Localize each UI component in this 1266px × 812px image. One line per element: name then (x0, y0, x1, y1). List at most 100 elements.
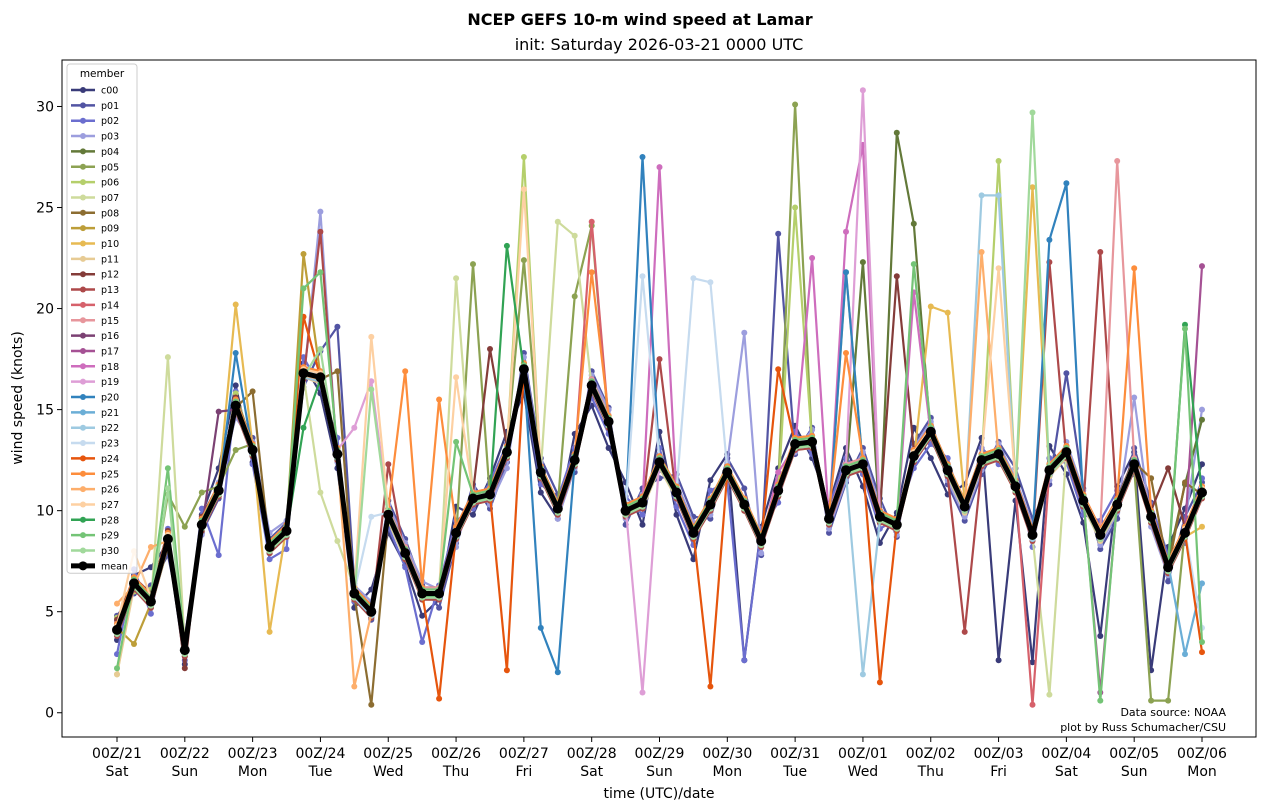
y-tick-label: 10 (36, 504, 54, 520)
series-p30-point-54 (1029, 109, 1036, 116)
series-mean-point-49 (942, 465, 953, 476)
series-p02-point-17 (402, 564, 409, 571)
series-mean-point-8 (247, 445, 258, 455)
series-p24-point-39 (775, 366, 782, 373)
legend-label: p09 (101, 224, 119, 235)
series-mean-point-1 (129, 578, 139, 589)
series-p18-point-39 (775, 469, 782, 476)
series-p03-point-37 (741, 329, 748, 336)
series-p19-point-14 (351, 424, 358, 431)
series-p28-point-23 (503, 242, 510, 249)
x-tick-day-label: Sun (171, 764, 198, 780)
series-p07-point-13 (334, 538, 341, 544)
legend-item-p18: p18 (71, 362, 119, 373)
legend-label: p25 (101, 469, 119, 480)
y-axis: 0 5 10 15 20 25 30 (36, 99, 62, 722)
legend-marker (80, 148, 86, 155)
y-tick-label: 15 (36, 403, 54, 419)
series-p04-point-47 (910, 220, 917, 227)
legend-label: p07 (101, 193, 119, 204)
legend-marker (80, 409, 86, 416)
series-mean-point-31 (637, 497, 648, 508)
credit-annotation: plot by Russ Schumacher/CSU (1060, 721, 1226, 734)
series-p20-point-25 (537, 624, 544, 631)
series-mean-point-20 (451, 527, 462, 538)
series-p20-point-7 (232, 350, 239, 356)
x-tick-day-label: Mon (238, 764, 268, 780)
series-mean-point-9 (264, 542, 275, 552)
series-p04-point-64 (1199, 416, 1205, 423)
legend-item-p11: p11 (71, 254, 119, 265)
series-p26-point-0 (114, 600, 120, 607)
series-mean-point-3 (162, 534, 173, 544)
series-p17-point-64 (1199, 263, 1205, 270)
legend-marker (78, 561, 88, 571)
series-p05-point-40 (792, 101, 799, 108)
series-p23-point-15 (368, 513, 375, 520)
series-c00-point-64 (1199, 461, 1205, 468)
legend-item-p29: p29 (71, 531, 119, 542)
series-p10-point-49 (944, 309, 951, 316)
series-p03-point-38 (758, 550, 765, 557)
series-p25-point-28 (588, 269, 595, 276)
series-p20-point-55 (1046, 236, 1053, 243)
legend-item-p15: p15 (71, 316, 119, 327)
series-p27-point-52 (995, 265, 1002, 272)
series-mean-point-38 (756, 536, 767, 546)
series-p06-point-52 (995, 158, 1002, 164)
series-p13-point-16 (385, 461, 392, 468)
series-p21-point-64 (1199, 580, 1205, 587)
series-p02-point-9 (266, 556, 273, 563)
legend-box (66, 63, 138, 574)
series-p20-point-26 (554, 669, 561, 676)
legend-marker (80, 194, 86, 201)
series-p05-point-62 (1165, 697, 1172, 704)
chart-subtitle: init: Saturday 2026-03-21 0000 UTC (515, 35, 804, 54)
legend-title: member (80, 68, 125, 80)
series-mean-point-40 (790, 439, 801, 449)
series-mean-point-44 (857, 459, 868, 470)
legend-item-p05: p05 (71, 162, 119, 173)
series-mean-point-7 (230, 400, 241, 411)
series-p28-point-63 (1182, 321, 1188, 328)
series-p29-point-11 (300, 285, 307, 292)
legend-label: p05 (101, 162, 119, 173)
series-mean-point-42 (824, 513, 834, 524)
series-c00-point-29 (605, 445, 612, 451)
series-mean-point-51 (976, 455, 987, 466)
series-p13-point-32 (656, 356, 663, 363)
series-p05-point-7 (232, 447, 239, 453)
series-p06-point-7 (232, 390, 239, 397)
x-tick-label: 00Z/27 (499, 746, 549, 762)
x-tick-day-label: Mon (1187, 764, 1217, 780)
series-p13-point-12 (317, 228, 324, 235)
series-p05-point-5 (198, 489, 205, 496)
series-c00-point-7 (232, 382, 239, 389)
x-tick-label: 00Z/22 (160, 746, 210, 762)
series-mean-point-4 (179, 645, 190, 656)
x-tick-day-label: Tue (782, 764, 807, 780)
series-mean-point-27 (569, 455, 580, 466)
y-tick-label: 25 (36, 201, 54, 217)
series-c00-point-54 (1029, 659, 1036, 666)
legend-item-p12: p12 (71, 270, 119, 281)
series-mean-point-33 (671, 487, 682, 498)
x-tick-day-label: Thu (442, 764, 469, 780)
series-c00-point-18 (419, 612, 426, 619)
series-mean-point-46 (891, 519, 902, 530)
series-p25-point-17 (402, 368, 409, 375)
legend-item-p20: p20 (71, 393, 119, 404)
series-mean-point-58 (1095, 529, 1106, 540)
x-tick-day-label: Wed (848, 764, 879, 780)
y-tick-label: 20 (36, 302, 54, 318)
x-tick-day-label: Sat (1055, 764, 1078, 780)
series-p23-point-35 (707, 279, 714, 286)
x-tick-label: 00Z/25 (363, 746, 413, 762)
series-p07-point-20 (453, 275, 460, 282)
series-p10-point-64 (1199, 523, 1205, 530)
series-p09-point-11 (300, 251, 307, 257)
y-axis-label: wind speed (knots) (10, 331, 26, 465)
series-p29-point-63 (1182, 325, 1188, 332)
series-p01-point-37 (741, 485, 748, 492)
series-p12-point-62 (1165, 465, 1172, 472)
